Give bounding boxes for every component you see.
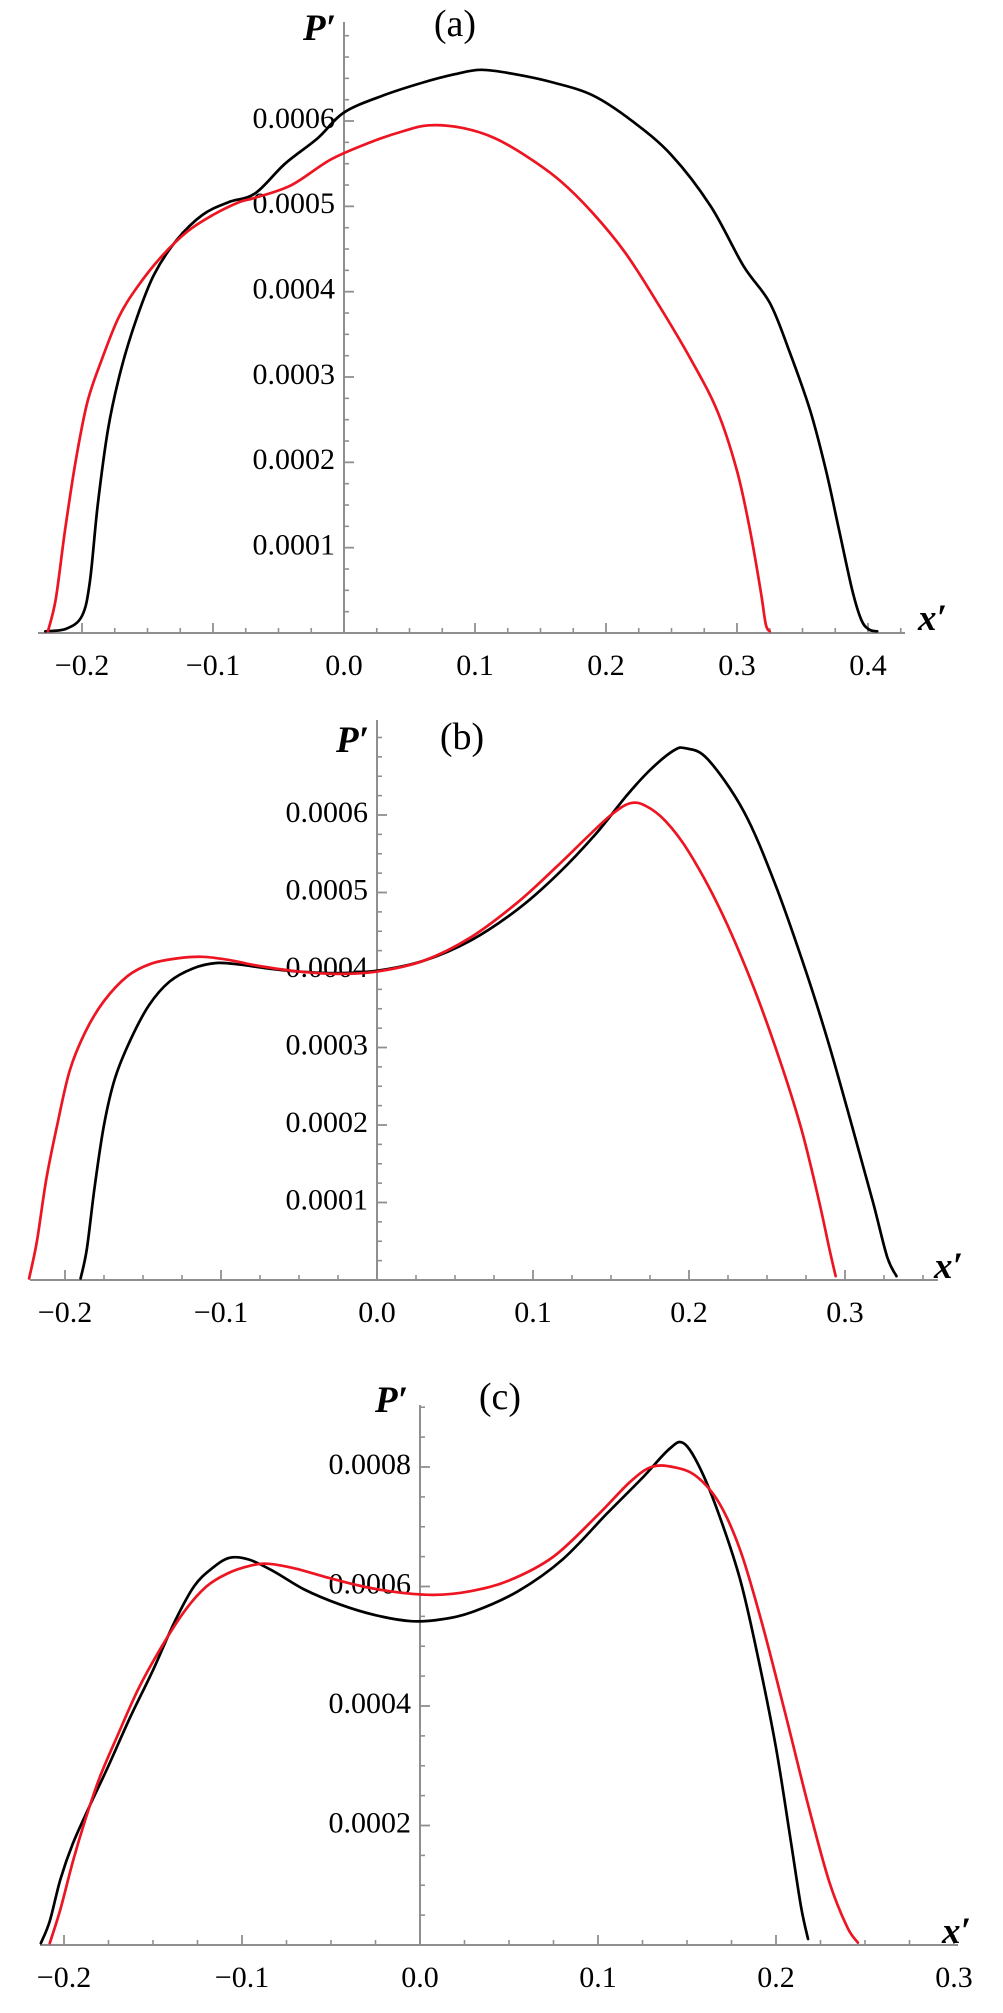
x-tick-label: 0.2 [670,1296,708,1329]
y-tick-label: 0.0005 [253,187,336,220]
y-tick-label: 0.0004 [286,951,369,984]
panel-c-title: (c) [478,1376,522,1418]
y-tick-label: 0.0002 [286,1106,369,1139]
curve-black-c [39,1440,810,1945]
x-tick-label: 0.2 [587,649,625,682]
panel-c-y-axis-label: P′ [374,1380,408,1421]
x-tick-label: 0.1 [514,1296,552,1329]
x-tick-label: −0.2 [37,1961,91,1994]
curve-black-b [79,746,898,1280]
y-tick-label: 0.0006 [286,796,369,829]
x-tick-label: 0.3 [718,649,756,682]
y-tick-label: 0.0001 [253,529,336,562]
y-tick-label: 0.0003 [286,1028,369,1061]
y-tick-label: 0.0002 [329,1806,412,1839]
y-tick-label: 0.0001 [286,1183,369,1216]
x-tick-label: 0.2 [757,1961,795,1994]
y-tick-label: 0.0004 [329,1687,412,1720]
panel-a-plot: −0.2 −0.1 0.0 0.1 0.2 0.3 0.4 0.0001 0.0002 0.000… [38,22,905,682]
x-tick-label: 0.3 [826,1296,864,1329]
y-tick-label: 0.0006 [329,1567,412,1600]
y-tick-label: 0.0005 [286,873,369,906]
x-tick-label: −0.1 [215,1961,269,1994]
panel-b-x-axis-label: x′ [934,1246,963,1287]
y-tick-label: 0.0002 [253,443,336,476]
panel-a-y-axis-label: P′ [302,8,336,49]
x-tick-label: 0.0 [401,1961,439,1994]
panel-a: −0.2 −0.1 0.0 0.1 0.2 0.3 0.4 0.0001 0.0002 0.000… [0,0,1003,690]
panel-b-y-axis-label: P′ [335,720,369,761]
y-tick-label: 0.0003 [253,358,336,391]
x-tick-label: 0.0 [325,649,363,682]
panel-c-x-axis-label: x′ [942,1911,971,1952]
x-tick-label: 0.4 [849,649,887,682]
y-tick-label: 0.0008 [329,1448,412,1481]
panel-c-plot: −0.2 −0.1 0.0 0.1 0.2 0.3 0.0002 0.0004 0.0006 0.… [37,1405,973,1994]
curve-red-c [48,1464,860,1945]
panel-b: −0.2 −0.1 0.0 0.1 0.2 0.3 0.0001 0.0002 0.0003 0.… [0,690,1003,1345]
curve-red-a [46,123,772,633]
x-tick-label: −0.2 [38,1296,92,1329]
curve-red-b [27,801,837,1280]
y-tick-label: 0.0006 [253,102,336,135]
panel-a-x-axis-label: x′ [918,598,947,639]
curve-black-a [43,68,879,633]
panel-a-title: (a) [433,3,477,45]
x-tick-label: 0.1 [579,1961,617,1994]
x-tick-label: 0.3 [935,1961,973,1994]
panel-b-title: (b) [439,716,485,758]
panel-b-plot: −0.2 −0.1 0.0 0.1 0.2 0.3 0.0001 0.0002 0.0003 0.… [27,720,938,1329]
x-tick-label: −0.1 [194,1296,248,1329]
panel-c: −0.2 −0.1 0.0 0.1 0.2 0.3 0.0002 0.0004 0.0006 0.… [0,1345,1003,2013]
y-tick-label: 0.0004 [253,273,336,306]
x-tick-label: 0.1 [456,649,494,682]
x-tick-label: −0.1 [186,649,240,682]
x-tick-label: 0.0 [358,1296,396,1329]
x-tick-label: −0.2 [55,649,109,682]
